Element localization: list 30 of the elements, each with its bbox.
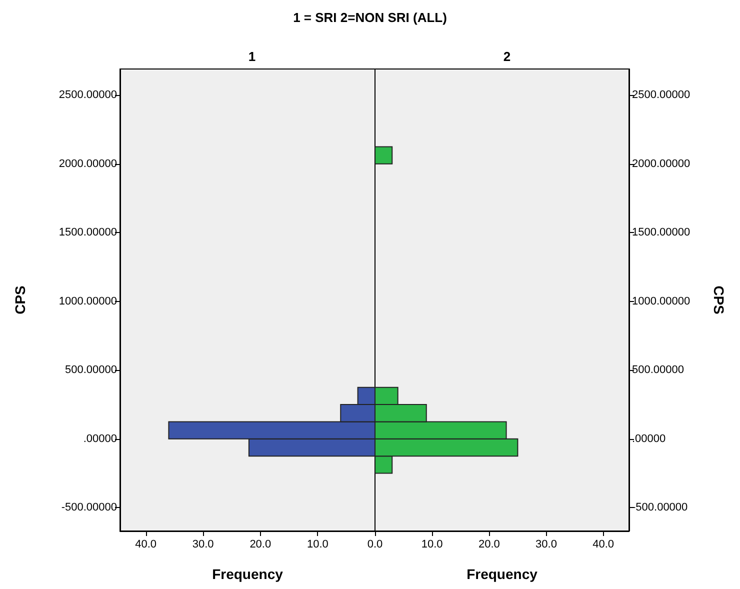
x-tick-label: 40.0 [592, 538, 614, 550]
y-tick-label: -500.00000 [61, 502, 117, 514]
x-tick-label: 30.0 [192, 538, 214, 550]
y-tick-label: 2000.00000 [632, 158, 690, 170]
y-tick-label: 1000.00000 [632, 295, 690, 308]
y-tick-label: 500.00000 [65, 364, 117, 376]
y-tick-label: 500.00000 [632, 364, 684, 376]
x-axis-title: Frequency [212, 566, 284, 582]
y-tick-label: 2000.00000 [58, 158, 117, 170]
x-tick-label: 30.0 [536, 538, 557, 550]
x-tick-label: 10.0 [421, 538, 443, 550]
x-tick-label: 20.0 [250, 538, 272, 550]
y-tick-label: .00000 [83, 432, 117, 445]
chart-subtitle: 1 [248, 49, 256, 64]
y-tick-label: 2500.00000 [632, 89, 690, 102]
x-tick-label: 10.0 [306, 538, 328, 550]
y-tick-label: 1000.00000 [58, 295, 117, 308]
y-tick-label: 1500.00000 [58, 226, 117, 239]
y-tick-label: 1500.00000 [632, 226, 690, 239]
chart-subtitle: 2 [503, 49, 511, 64]
x-tick-label: 40.0 [135, 538, 156, 550]
y-tick-label: -500.00000 [632, 502, 688, 514]
x-tick-label: 0.0 [367, 538, 383, 550]
chart-title: 1 = SRI 2=NON SRI (ALL) [293, 10, 447, 25]
y-tick-label: .00000 [632, 432, 666, 445]
y-axis-title: CPS [711, 286, 727, 314]
y-tick-label: 2500.00000 [58, 89, 117, 102]
x-axis-title: Frequency [466, 566, 538, 582]
y-axis-title: CPS [12, 286, 28, 314]
x-tick-label: 20.0 [478, 538, 500, 550]
